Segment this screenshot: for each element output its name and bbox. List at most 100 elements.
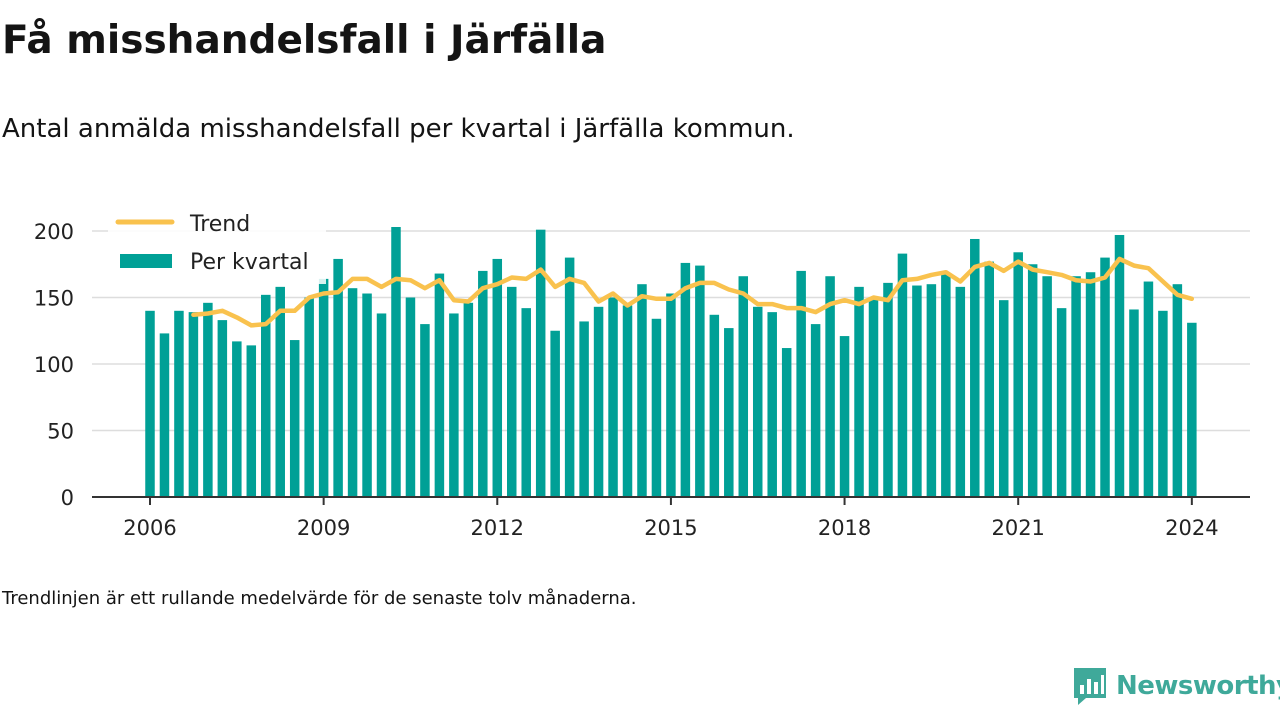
legend-bar-label: Per kvartal <box>190 250 309 275</box>
x-tick-label: 2021 <box>991 516 1044 540</box>
bar <box>1187 322 1197 497</box>
bar <box>622 305 633 497</box>
bar <box>507 286 517 497</box>
bar <box>955 286 966 497</box>
bar <box>666 293 676 497</box>
bar <box>463 302 474 497</box>
x-tick-label: 2024 <box>1165 516 1218 540</box>
newsworthy-bars-icon <box>1074 668 1106 705</box>
bar <box>593 306 604 497</box>
bar <box>289 340 300 497</box>
legend: Trend Per kvartal <box>108 208 326 284</box>
bar <box>304 297 314 497</box>
bar <box>1071 276 1081 497</box>
bar <box>1129 309 1139 497</box>
bar <box>174 310 184 497</box>
bar <box>550 330 560 497</box>
bar-series <box>145 227 1197 498</box>
x-axis-ticks: 2006 2009 2012 2015 2018 2021 2024 <box>123 497 1219 540</box>
bar <box>478 270 488 497</box>
bar <box>333 258 343 497</box>
bar <box>608 297 618 497</box>
bar <box>203 302 213 497</box>
x-tick-label: 2018 <box>818 516 871 540</box>
bar <box>188 312 199 497</box>
bar <box>651 318 662 497</box>
bar <box>825 276 835 497</box>
bar <box>1042 276 1052 497</box>
y-tick-label: 50 <box>47 420 74 444</box>
bar <box>868 297 879 497</box>
bar <box>391 227 401 497</box>
bar <box>984 261 995 497</box>
bar <box>420 324 430 497</box>
bar <box>680 262 691 497</box>
bar <box>839 336 850 497</box>
bar <box>1085 272 1096 497</box>
bar <box>521 308 531 497</box>
x-tick-label: 2015 <box>644 516 697 540</box>
bar <box>376 313 387 497</box>
bar <box>637 284 647 497</box>
bar <box>796 270 806 497</box>
bar <box>246 345 257 497</box>
bar <box>1143 281 1154 497</box>
bar <box>1158 310 1168 497</box>
bar <box>998 300 1009 497</box>
bar <box>261 294 271 497</box>
bar <box>941 273 951 497</box>
bar <box>854 286 864 497</box>
x-tick-label: 2006 <box>123 516 176 540</box>
bar <box>695 265 705 497</box>
bar <box>275 286 285 497</box>
bar <box>145 310 155 497</box>
bar <box>405 297 416 497</box>
bar <box>781 348 792 497</box>
brand-name: Newsworthy <box>1116 671 1280 701</box>
bar <box>738 276 749 497</box>
y-tick-label: 150 <box>34 287 74 311</box>
chart-title: Få misshandelsfall i Järfälla <box>2 18 607 63</box>
bar <box>1172 284 1183 497</box>
bar <box>709 314 720 497</box>
bar <box>1013 252 1023 497</box>
y-tick-label: 100 <box>34 353 74 377</box>
bar <box>1100 257 1110 497</box>
bar <box>970 238 980 498</box>
bar <box>362 293 372 497</box>
newsworthy-logo: Newsworthy <box>1072 664 1280 708</box>
bar <box>564 257 575 497</box>
chart-subtitle: Antal anmälda misshandelsfall per kvarta… <box>2 114 795 144</box>
bar-line-chart: 0 50 100 150 200 2006 2009 2012 2015 2018 2021 202… <box>34 208 1250 540</box>
y-tick-label: 200 <box>34 220 74 244</box>
bar <box>449 313 459 497</box>
bar <box>912 285 922 497</box>
bar <box>1056 308 1067 497</box>
x-tick-label: 2012 <box>471 516 524 540</box>
bar <box>926 284 937 497</box>
bar <box>883 282 893 497</box>
footnote: Trendlinjen är ett rullande medelvärde f… <box>2 588 637 609</box>
bar <box>217 320 228 497</box>
bar <box>347 288 358 497</box>
trend-line <box>191 256 1195 328</box>
bar <box>752 306 763 497</box>
bar <box>724 328 734 497</box>
bar <box>579 321 589 497</box>
y-tick-label: 0 <box>61 486 74 510</box>
bar <box>767 312 777 497</box>
bar <box>492 258 503 497</box>
bar <box>159 333 170 497</box>
bar <box>1027 264 1038 497</box>
bar <box>1114 234 1125 498</box>
bar <box>810 324 821 497</box>
bar <box>232 341 242 497</box>
bar <box>318 278 329 497</box>
x-tick-label: 2009 <box>297 516 350 540</box>
y-axis-ticks: 0 50 100 150 200 <box>34 220 74 510</box>
bar <box>897 253 908 497</box>
legend-bar-swatch <box>120 254 172 268</box>
bar <box>535 229 546 498</box>
bar <box>434 273 445 497</box>
legend-trend-label: Trend <box>189 212 250 237</box>
